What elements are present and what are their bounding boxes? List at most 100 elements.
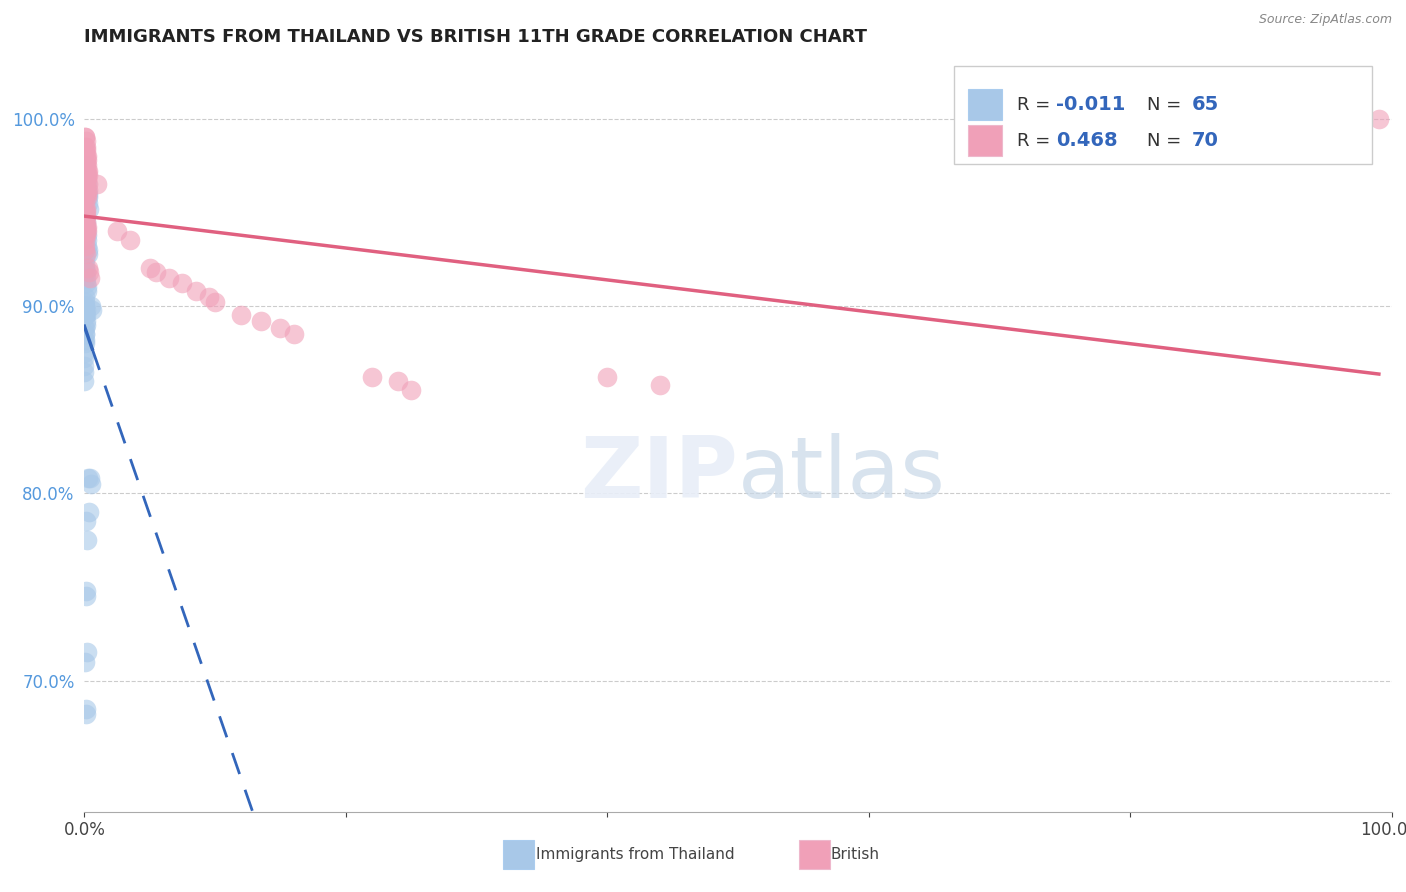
Point [76,164,98,178]
Point [75,261,97,276]
Text: R =: R = [1017,95,1056,113]
Point [157,271,180,285]
Point [648,377,671,392]
Point [75,302,97,317]
Point [596,370,619,384]
Point [75,299,97,313]
Point [75,153,97,167]
Point [75,318,97,332]
Point [73,139,96,153]
Text: N =: N = [1147,132,1188,150]
Point [73,190,96,204]
Point [76,158,98,172]
Point [73,327,96,342]
Point [75,149,97,163]
Point [77,246,100,260]
Text: R =: R = [1017,132,1056,150]
Point [75,701,97,715]
Point [73,227,96,242]
Point [76,220,98,235]
Point [184,284,207,298]
Point [77,202,100,216]
Point [75,171,97,186]
Text: 65: 65 [1192,95,1219,114]
Point [76,284,98,298]
Point [75,168,97,182]
Point [76,153,98,167]
FancyBboxPatch shape [969,125,1002,156]
Point [75,139,97,153]
Point [204,295,226,310]
Point [1368,112,1391,126]
Point [75,171,97,186]
Point [75,583,97,598]
Point [73,205,96,219]
Point [73,299,96,313]
Point [73,365,96,379]
Point [79,271,101,285]
Point [75,144,97,158]
Point [76,177,98,191]
Point [75,308,97,322]
Point [75,205,97,219]
Point [75,209,97,223]
Point [231,308,253,322]
Point [75,164,97,178]
Point [73,321,96,335]
Point [80,477,103,491]
Point [75,220,97,235]
Text: N =: N = [1147,95,1188,113]
Text: 70: 70 [1192,131,1219,150]
Point [145,265,167,279]
Point [80,299,103,313]
Point [75,227,97,242]
Point [401,384,423,398]
Point [75,183,97,197]
Point [73,295,96,310]
Point [75,590,97,604]
Point [73,333,96,347]
Point [75,514,97,528]
Point [387,374,409,388]
Point [75,707,97,722]
Point [73,252,96,266]
Point [76,149,98,163]
Point [73,308,96,322]
Text: British: British [831,847,880,862]
Point [77,190,100,204]
Point [77,265,100,279]
Point [73,186,96,201]
Point [75,243,97,257]
Point [172,277,194,291]
Point [76,224,98,238]
Point [73,158,96,172]
Point [73,299,96,313]
Point [270,321,292,335]
Point [73,327,96,342]
Point [77,261,100,276]
Point [76,186,98,201]
Point [75,134,97,148]
Point [75,209,97,223]
Point [76,280,98,294]
Text: Immigrants from Thailand: Immigrants from Thailand [536,847,734,862]
Point [76,227,98,242]
Point [75,145,97,160]
Point [75,224,97,238]
Point [77,471,100,485]
Point [76,164,98,178]
Point [75,220,97,235]
Point [73,321,96,335]
Point [76,233,98,247]
Point [76,533,98,547]
Point [197,289,219,303]
Point [77,168,100,182]
Point [86,177,108,191]
Point [75,336,97,351]
Point [76,177,98,191]
Point [76,243,98,257]
Point [105,224,128,238]
Point [75,202,97,216]
Point [76,239,98,253]
Point [73,130,96,145]
